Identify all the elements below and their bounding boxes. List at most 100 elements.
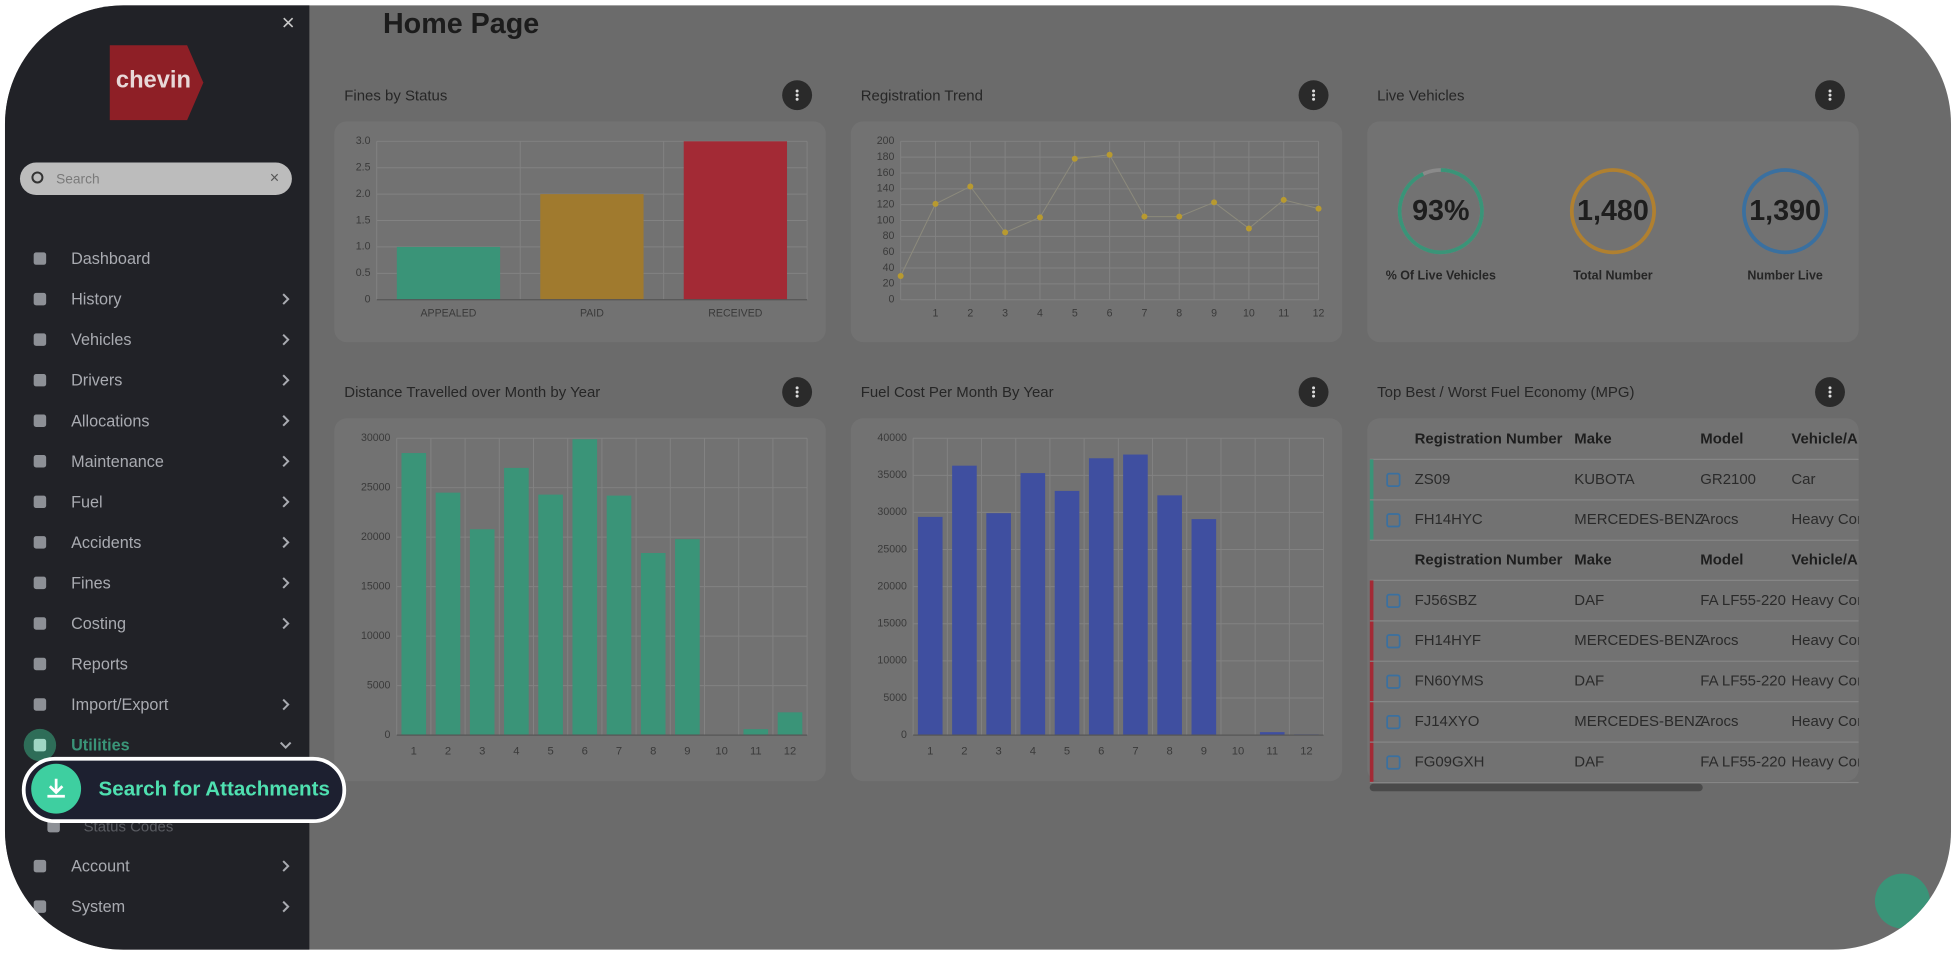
search-icon: [31, 171, 44, 184]
bar: [1020, 473, 1046, 736]
x-tick-label: 10: [715, 745, 727, 757]
gauge-ring: [1397, 168, 1484, 255]
x-tick-label: 7: [1132, 745, 1138, 757]
card-menu-dot: [795, 394, 799, 398]
x-tick-label: RECEIVED: [708, 307, 763, 319]
nav-label[interactable]: Dashboard: [71, 250, 150, 268]
highlight-pill[interactable]: [21, 756, 347, 824]
y-tick-label: 30000: [361, 432, 391, 444]
x-tick-label: 6: [1098, 745, 1104, 757]
table-cell: MERCEDES-BENZ: [1574, 713, 1704, 730]
table-cell: FH14HYF: [1415, 632, 1481, 649]
table-cell: FN60YMS: [1415, 673, 1484, 690]
y-tick-label: 25000: [361, 481, 391, 493]
edit-icon[interactable]: [1386, 513, 1401, 528]
x-tick-label: 12: [1300, 745, 1312, 757]
nav-label[interactable]: Accidents: [71, 534, 141, 552]
x-tick-label: 2: [445, 745, 451, 757]
bar: [1088, 458, 1114, 736]
y-tick-label: 0: [365, 294, 371, 306]
chat-button[interactable]: [1874, 873, 1930, 929]
card-title: Top Best / Worst Fuel Economy (MPG): [1377, 384, 1634, 401]
edit-icon[interactable]: [1386, 755, 1401, 770]
y-tick-label: 15000: [361, 580, 391, 592]
nav-icon: [33, 738, 47, 752]
close-icon[interactable]: ×: [282, 10, 295, 35]
card-title: Distance Travelled over Month by Year: [344, 384, 600, 401]
table-cell: KUBOTA: [1574, 471, 1634, 488]
table-header: Model: [1700, 551, 1743, 568]
nav-label[interactable]: History: [71, 291, 122, 309]
x-tick-label: 5: [1064, 745, 1070, 757]
x-tick-label: 8: [650, 745, 656, 757]
card-title: Registration Trend: [861, 87, 983, 104]
bar: [504, 467, 529, 736]
table-header: Model: [1700, 430, 1743, 447]
nav-label[interactable]: Account: [71, 858, 130, 876]
edit-icon[interactable]: [1386, 593, 1401, 608]
edit-icon[interactable]: [1386, 674, 1401, 689]
table-header: Make: [1574, 430, 1611, 447]
nav-label[interactable]: Fuel: [71, 493, 103, 511]
x-tick-label: 11: [750, 745, 762, 757]
table-cell: Heavy Cor: [1791, 673, 1862, 690]
point: [967, 183, 974, 190]
x-tick-label: 2: [967, 307, 973, 319]
nav-label[interactable]: System: [71, 898, 125, 916]
y-tick-label: 80: [883, 230, 895, 242]
x-tick-label: 1: [933, 307, 939, 319]
card-menu-dot: [1828, 93, 1832, 97]
x-tick-label: 7: [616, 745, 622, 757]
search-clear[interactable]: ×: [270, 169, 279, 187]
card-menu-dot: [1312, 97, 1316, 101]
card-menu-dot: [795, 93, 799, 97]
card-menu-dot: [1828, 386, 1832, 390]
edit-icon[interactable]: [1386, 634, 1401, 649]
nav-chevron: [282, 536, 290, 549]
nav-icon: [33, 617, 47, 630]
scrollbar[interactable]: [1369, 783, 1703, 792]
bar: [1259, 732, 1285, 736]
table-cell: FG09GXH: [1415, 753, 1485, 770]
nav-label[interactable]: Allocations: [71, 412, 149, 430]
table-header: Make: [1574, 551, 1611, 568]
y-tick-label: 1.5: [356, 214, 371, 226]
edit-icon[interactable]: [1386, 715, 1401, 730]
highlight-label: Search for Attachments: [99, 777, 330, 800]
card-title: Live Vehicles: [1377, 87, 1464, 104]
nav-icon: [33, 495, 47, 509]
x-tick-label: 4: [513, 745, 519, 757]
nav-label[interactable]: Drivers: [71, 372, 122, 390]
x-tick-label: 3: [1002, 307, 1008, 319]
nav-chevron: [282, 698, 290, 711]
x-tick-label: 11: [1278, 307, 1289, 319]
x-tick-label: 12: [1313, 307, 1325, 319]
bar: [743, 729, 769, 736]
nav-label[interactable]: Vehicles: [71, 331, 131, 349]
y-tick-label: 15000: [877, 618, 907, 630]
table-cell: Heavy Cor: [1791, 713, 1862, 730]
card: [1367, 121, 1859, 343]
x-tick-label: 8: [1167, 745, 1173, 757]
nav-label[interactable]: Costing: [71, 615, 126, 633]
nav-label[interactable]: Import/Export: [71, 696, 169, 714]
point: [1071, 155, 1078, 162]
nav-label[interactable]: Utilities: [71, 737, 130, 755]
nav-chevron: [282, 496, 290, 508]
gauge-ring: [1569, 168, 1656, 255]
search-box[interactable]: [19, 162, 292, 195]
y-tick-label: 2.5: [356, 162, 371, 174]
search-placeholder: Search: [56, 172, 99, 187]
card-menu-dot: [1828, 394, 1832, 398]
y-tick-label: 20000: [877, 580, 907, 592]
cards: Fines by Status 0 0.5 1.0 1.5 2.0 2.5 3.0 APPEAL…: [334, 80, 1862, 792]
x-tick-label: 4: [1037, 307, 1043, 319]
edit-icon[interactable]: [1386, 472, 1401, 487]
point: [932, 200, 939, 207]
nav-label[interactable]: Maintenance: [71, 453, 164, 471]
nav-label[interactable]: Reports: [71, 656, 128, 674]
x-tick-label: APPEALED: [420, 307, 476, 319]
nav-label[interactable]: Fines: [71, 574, 111, 592]
y-tick-label: 35000: [877, 469, 907, 481]
